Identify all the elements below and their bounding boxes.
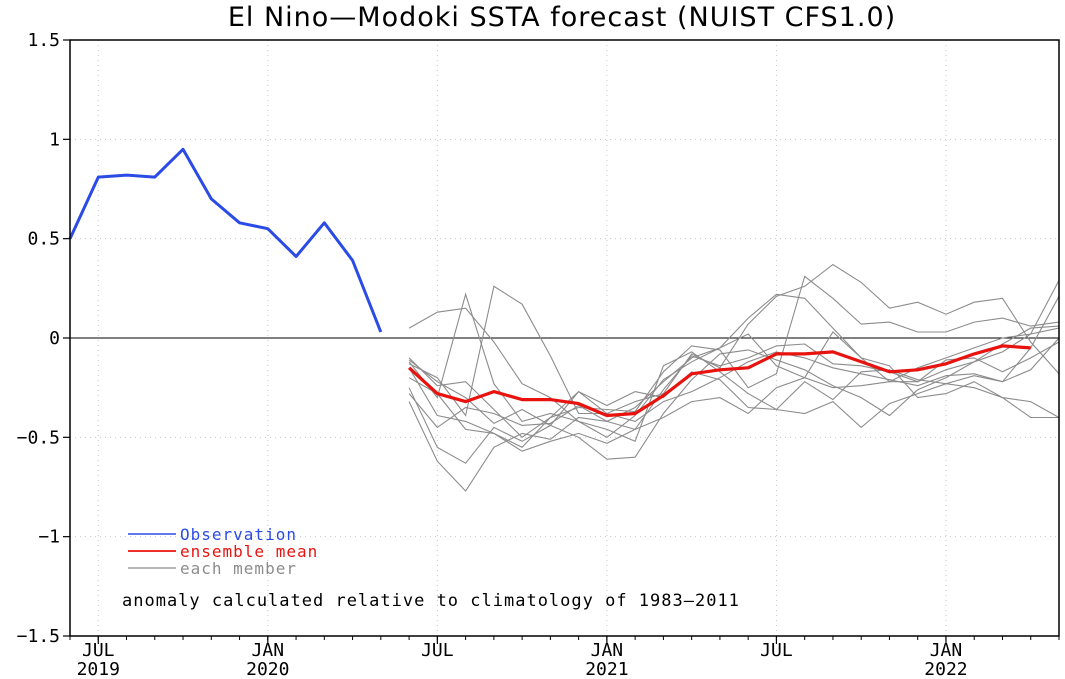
ensemble-mean-line <box>408 344 1031 418</box>
y-tick-label: −0.5 <box>17 427 60 448</box>
chart-title: El Nino—Modoki SSTA forecast (NUIST CFS1… <box>228 2 896 33</box>
member-line <box>408 341 1060 431</box>
x-tick-label-month: JAN <box>930 640 963 661</box>
y-tick-label: 1.5 <box>27 30 60 51</box>
legend-label-ensemble-mean: ensemble mean <box>180 542 318 561</box>
x-tick-label-year: 2020 <box>246 659 289 679</box>
legend: Observation ensemble mean each member <box>128 525 318 578</box>
y-tick-label: 1 <box>49 129 60 150</box>
member-line <box>408 292 1060 443</box>
y-tick-label: 0 <box>49 328 60 349</box>
ensemble-mean-series-group <box>408 344 1031 418</box>
member-line <box>408 327 1060 460</box>
legend-label-observation: Observation <box>180 525 297 544</box>
y-tick-label: −1.5 <box>17 626 60 647</box>
climatology-note: anomaly calculated relative to climatolo… <box>122 591 740 611</box>
x-tick-label-year: 2022 <box>924 659 967 679</box>
member-line <box>408 293 1060 438</box>
observation-line <box>68 147 383 333</box>
member-line <box>408 331 1059 452</box>
x-tick-label-month: JAN <box>591 640 624 661</box>
x-tick-label-year: 2019 <box>77 659 120 679</box>
member-line <box>408 357 1060 439</box>
member-line <box>408 280 1060 492</box>
legend-label-each-member: each member <box>180 559 297 578</box>
observation-series-group <box>68 147 383 333</box>
member-line <box>408 263 1060 417</box>
x-tick-label-month: JUL <box>760 640 793 661</box>
x-tick-label-year: 2021 <box>585 659 628 679</box>
y-tick-label: 0.5 <box>27 229 60 250</box>
x-tick-label-month: JUL <box>421 640 454 661</box>
y-tick-label: −1 <box>38 527 60 548</box>
y-axis: 1.5 1 0.5 0 −0.5 −1 −1.5 <box>17 30 70 647</box>
x-tick-label-month: JUL <box>82 640 115 661</box>
x-tick-label-month: JAN <box>252 640 285 661</box>
member-series-group <box>408 263 1060 492</box>
